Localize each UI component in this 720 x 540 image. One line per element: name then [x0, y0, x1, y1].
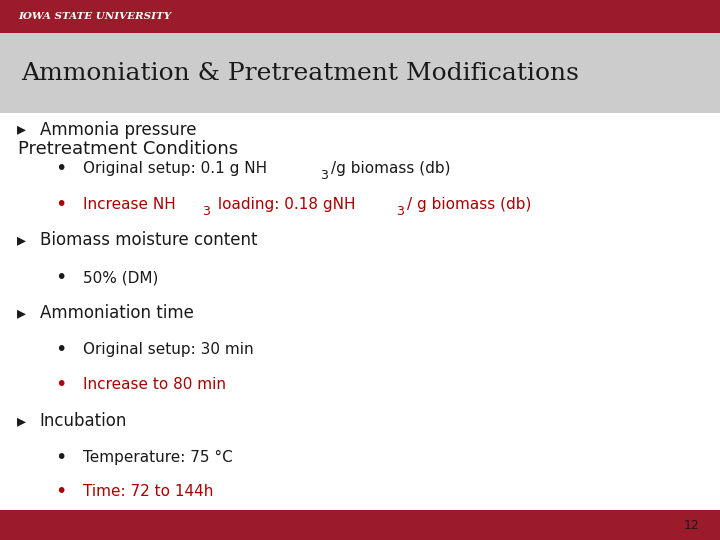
Text: 3: 3	[320, 169, 328, 182]
Text: Biomass moisture content: Biomass moisture content	[40, 231, 257, 249]
Text: Increase to 80 min: Increase to 80 min	[83, 377, 226, 392]
Text: 3: 3	[202, 205, 210, 218]
Text: ▸: ▸	[17, 231, 26, 249]
Text: Incubation: Incubation	[40, 412, 127, 430]
Text: IOWA STATE UNIVERSITY: IOWA STATE UNIVERSITY	[18, 12, 171, 21]
Text: ▸: ▸	[17, 120, 26, 139]
Text: Original setup: 0.1 g NH: Original setup: 0.1 g NH	[83, 161, 267, 176]
Text: Time: 72 to 144h: Time: 72 to 144h	[83, 484, 213, 499]
Text: Ammoniation time: Ammoniation time	[40, 304, 194, 322]
Text: 12: 12	[684, 518, 700, 532]
Text: Ammonia pressure: Ammonia pressure	[40, 120, 196, 139]
Text: •: •	[55, 375, 67, 394]
Text: ▸: ▸	[17, 304, 26, 322]
Text: ▸: ▸	[17, 412, 26, 430]
Text: •: •	[55, 159, 67, 178]
Text: 3: 3	[397, 205, 405, 218]
Text: loading: 0.18 gNH: loading: 0.18 gNH	[212, 197, 355, 212]
Text: Temperature: 75 °C: Temperature: 75 °C	[83, 450, 233, 465]
Text: 50% (DM): 50% (DM)	[83, 270, 158, 285]
Text: Pretreatment Conditions: Pretreatment Conditions	[18, 139, 238, 158]
Text: Ammoniation & Pretreatment Modifications: Ammoniation & Pretreatment Modifications	[22, 62, 580, 85]
Bar	[0, 33, 720, 113]
Text: •: •	[55, 268, 67, 287]
Text: •: •	[55, 194, 67, 214]
Text: •: •	[55, 482, 67, 501]
Bar	[0, 0, 720, 33]
Text: / g biomass (db): / g biomass (db)	[407, 197, 531, 212]
Text: •: •	[55, 340, 67, 360]
Text: Original setup: 30 min: Original setup: 30 min	[83, 342, 253, 357]
Bar	[0, 510, 720, 540]
Text: Increase NH: Increase NH	[83, 197, 176, 212]
Text: /g biomass (db): /g biomass (db)	[330, 161, 450, 176]
Text: •: •	[55, 448, 67, 467]
